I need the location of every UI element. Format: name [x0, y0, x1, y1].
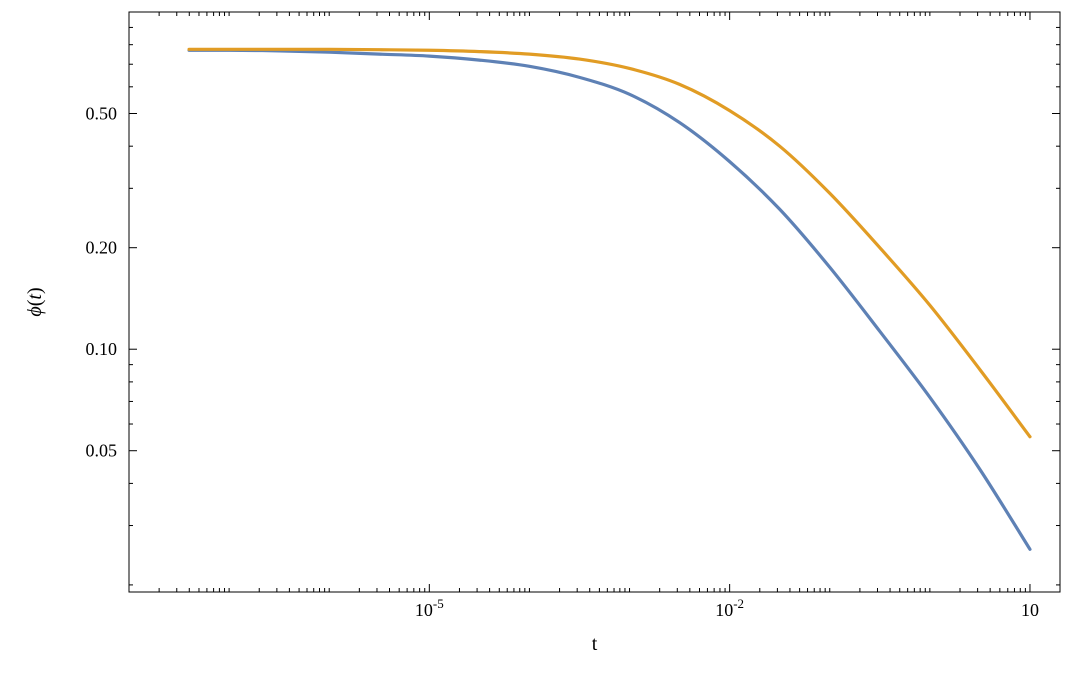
x-tick-label: 10-5 [415, 596, 444, 620]
y-tick-label: 0.10 [86, 339, 118, 359]
y-tick-label: 0.05 [86, 441, 118, 461]
series-group [189, 49, 1030, 549]
series-blue [189, 50, 1030, 549]
chart-svg: 10-5 10-2 10 0.05 0.10 0.20 0.50 t ϕ(t) [0, 0, 1069, 676]
x-tick-label: 10 [1021, 600, 1039, 620]
x-axis-label: t [592, 633, 598, 655]
y-tick-label: 0.50 [86, 104, 118, 124]
series-orange [189, 49, 1030, 436]
x-tick-label: 10-2 [715, 596, 744, 620]
plot-frame [129, 12, 1060, 592]
y-axis-label: ϕ(t) [24, 287, 46, 316]
chart-container: 10-5 10-2 10 0.05 0.10 0.20 0.50 t ϕ(t) [0, 0, 1069, 676]
y-tick-label: 0.20 [86, 238, 118, 258]
